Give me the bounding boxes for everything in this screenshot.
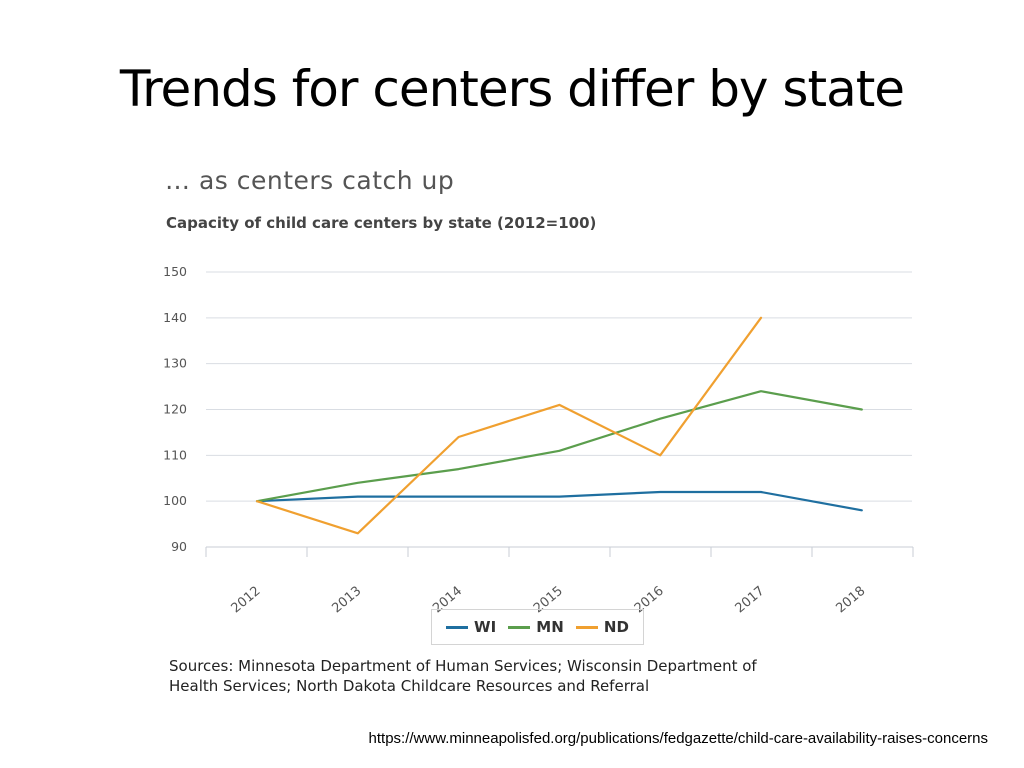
chart-title: Capacity of child care centers by state … xyxy=(166,214,597,232)
series-line-wi xyxy=(255,490,863,512)
y-tick-110: 110 xyxy=(163,447,187,462)
legend-item-wi[interactable]: WI xyxy=(446,618,496,636)
x-tick-2018: 2018 xyxy=(833,584,868,617)
y-tick-150: 150 xyxy=(163,264,187,279)
legend-label-mn: MN xyxy=(536,618,564,636)
source-url[interactable]: https://www.minneapolisfed.org/publicati… xyxy=(368,730,988,747)
gridlines xyxy=(206,271,912,502)
y-tick-130: 130 xyxy=(163,356,187,371)
legend-label-nd: ND xyxy=(603,618,629,636)
y-tick-120: 120 xyxy=(163,402,187,417)
y-tick-140: 140 xyxy=(163,310,187,325)
x-tick-2013: 2013 xyxy=(329,584,364,617)
y-tick-90: 90 xyxy=(171,539,187,554)
chart-subtitle: … as centers catch up xyxy=(165,166,455,195)
series-line-nd xyxy=(255,316,763,535)
x-tick-2012: 2012 xyxy=(229,584,264,617)
series-line-mn xyxy=(255,390,863,503)
legend-label-wi: WI xyxy=(474,618,497,636)
legend-item-mn[interactable]: MN xyxy=(508,618,564,636)
legend-swatch-wi xyxy=(446,625,469,629)
slide-title: Trends for centers differ by state xyxy=(119,60,905,118)
legend-item-nd[interactable]: ND xyxy=(575,618,629,636)
y-tick-labels: 150 140 130 120 110 100 90 xyxy=(163,264,187,554)
legend-swatch-mn xyxy=(508,625,531,629)
chart-sources: Sources: Minnesota Department of Human S… xyxy=(169,657,757,695)
series-lines xyxy=(255,316,863,535)
x-tick-2017: 2017 xyxy=(733,584,768,617)
x-axis xyxy=(205,546,914,557)
legend: WI MN ND xyxy=(431,609,644,645)
y-tick-100: 100 xyxy=(163,493,187,508)
legend-swatch-nd xyxy=(575,625,598,629)
